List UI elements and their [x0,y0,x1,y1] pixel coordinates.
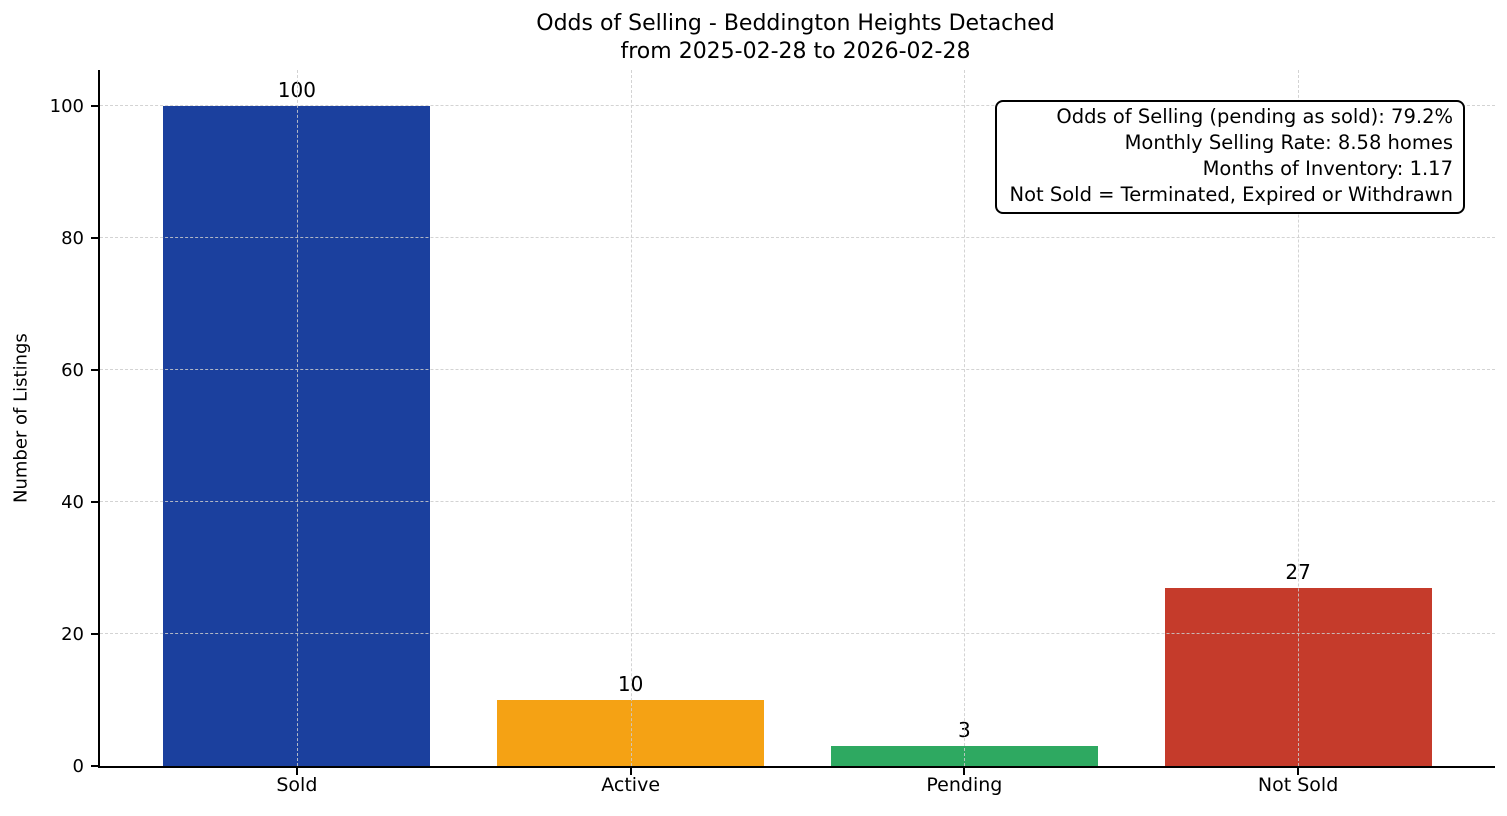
chart-title: Odds of Selling - Beddington Heights Det… [536,11,1055,36]
annotation-line-rate: Monthly Selling Rate: 8.58 homes [1124,131,1453,154]
y-gridline [100,633,1495,635]
chart-subtitle: from 2025-02-28 to 2026-02-28 [620,39,971,64]
y-tick-label: 0 [72,756,84,777]
y-tick-mark [91,369,98,372]
bar-value-label: 27 [1285,559,1311,584]
x-tick-label: Active [601,774,661,796]
x-gridline [1298,70,1300,766]
x-tick-mark [1297,768,1300,775]
x-gridline [630,70,632,766]
y-gridline [100,237,1495,239]
y-tick-label: 20 [61,624,84,646]
y-tick-mark [91,765,98,767]
y-tick-mark [91,105,98,108]
x-tick-label: Not Sold [1257,774,1339,796]
y-tick-label: 100 [49,96,84,118]
y-axis-label: Number of Listings [10,333,32,503]
y-tick-mark [91,237,98,240]
y-tick-mark [91,633,98,636]
annotation-line-odds: Odds of Selling (pending as sold): 79.2% [1056,105,1453,128]
x-gridline [296,70,298,766]
x-tick-label: Sold [276,774,318,796]
x-tick-mark [295,768,298,775]
bar-value-label: 3 [957,718,971,743]
y-tick-label: 60 [61,360,84,382]
chart-title-block: Odds of Selling - Beddington Heights Det… [98,10,1493,66]
x-tick-label: Pending [926,774,1003,796]
bar [830,746,1098,766]
plot-area: 100 10 3 27 0 20 40 60 80 100 Sold Active Pending No… [50,70,1495,796]
y-tick-label: 40 [61,492,84,514]
bar-value-label: 10 [617,672,644,697]
grid-layer [100,70,1495,766]
y-gridline [100,501,1495,503]
y-tick-mark [91,501,98,504]
x-gridline [964,70,966,766]
bar [1164,587,1432,766]
y-gridline [100,105,1495,107]
annotation-line-notsold: Not Sold = Terminated, Expired or Withdr… [1009,183,1453,206]
x-tick-mark [629,768,632,775]
ticks-layer: 0 20 40 60 80 100 Sold Active Pending Not Sold [50,70,1495,796]
x-tick-mark [963,768,966,775]
annotation-line-inventory: Months of Inventory: 1.17 [1202,157,1453,180]
y-tick-label: 80 [61,228,84,250]
annotation-box: Odds of Selling (pending as sold): 79.2%… [995,100,1465,214]
y-gridline [100,369,1495,371]
